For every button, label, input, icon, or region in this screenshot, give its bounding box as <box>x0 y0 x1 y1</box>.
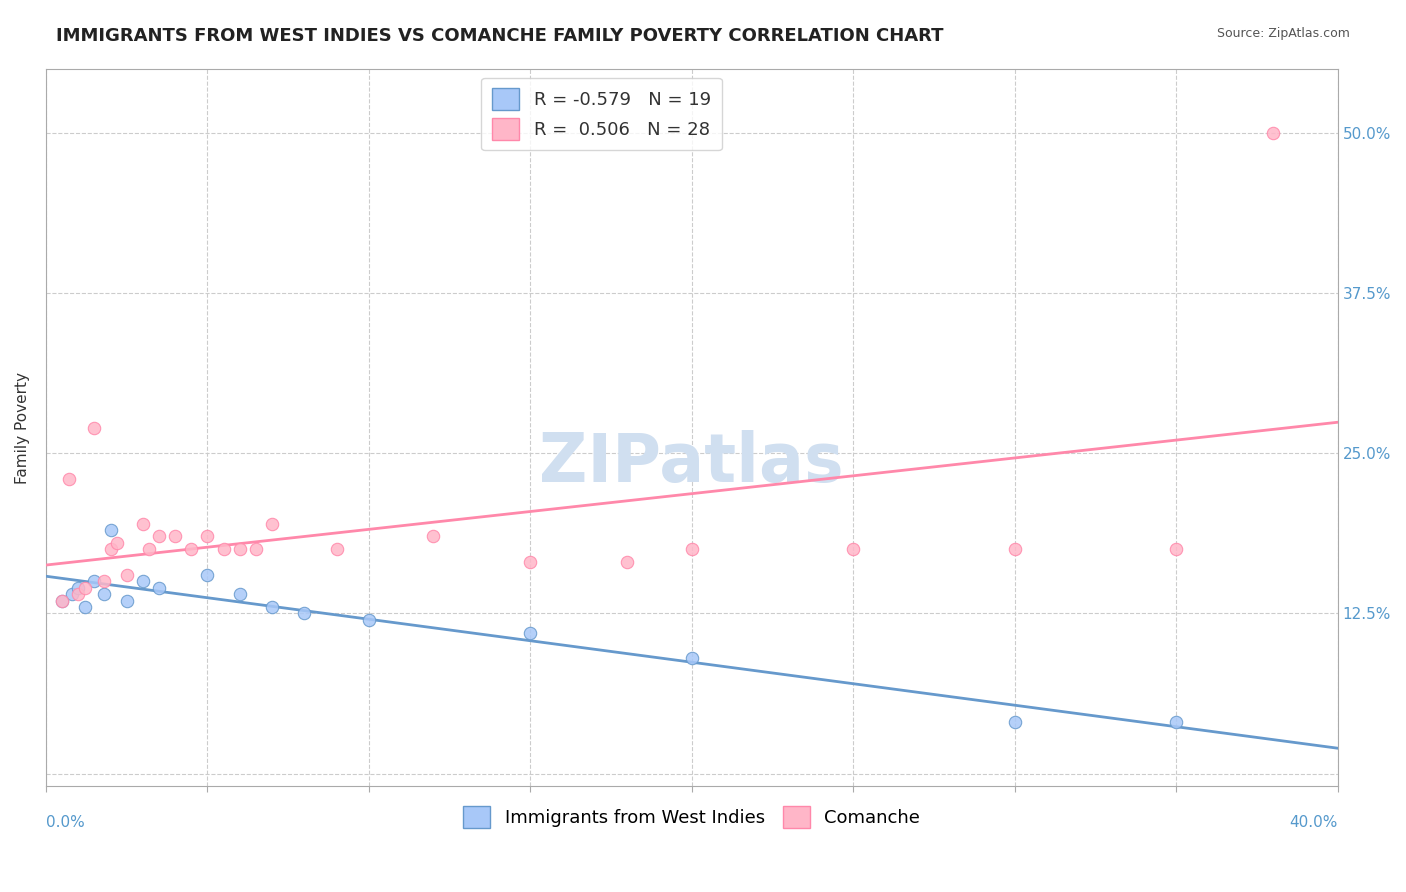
Point <box>105 536 128 550</box>
Point <box>60 587 83 601</box>
Text: Source: ZipAtlas.com: Source: ZipAtlas.com <box>1216 27 1350 40</box>
Point <box>73 581 96 595</box>
Point <box>73 599 96 614</box>
Point <box>83 420 105 434</box>
Point <box>245 542 267 557</box>
Point <box>325 542 347 557</box>
Text: 40.0%: 40.0% <box>1289 815 1337 830</box>
Point <box>58 472 80 486</box>
Point <box>138 542 160 557</box>
Point <box>115 568 138 582</box>
Point <box>616 555 638 569</box>
Point <box>519 625 541 640</box>
Point <box>100 542 122 557</box>
Point <box>422 529 444 543</box>
Point <box>197 568 219 582</box>
Text: ZIPatlas: ZIPatlas <box>540 431 844 497</box>
Point <box>132 574 155 589</box>
Point <box>228 587 250 601</box>
Text: 0.0%: 0.0% <box>46 815 84 830</box>
Point <box>197 529 219 543</box>
Point <box>115 593 138 607</box>
Point <box>51 593 73 607</box>
Point <box>180 542 202 557</box>
Text: IMMIGRANTS FROM WEST INDIES VS COMANCHE FAMILY POVERTY CORRELATION CHART: IMMIGRANTS FROM WEST INDIES VS COMANCHE … <box>56 27 943 45</box>
Point <box>165 529 187 543</box>
Point <box>83 574 105 589</box>
Point <box>1166 715 1188 730</box>
Point <box>212 542 235 557</box>
Point <box>100 523 122 537</box>
Point <box>93 587 115 601</box>
Point <box>292 607 315 621</box>
Point <box>357 613 380 627</box>
Y-axis label: Family Poverty: Family Poverty <box>15 371 30 483</box>
Point <box>1004 542 1026 557</box>
Point <box>148 581 170 595</box>
Point <box>148 529 170 543</box>
Legend: Immigrants from West Indies, Comanche: Immigrants from West Indies, Comanche <box>456 798 928 835</box>
Point <box>260 599 283 614</box>
Point <box>519 555 541 569</box>
Point <box>132 516 155 531</box>
Point <box>681 542 703 557</box>
Point <box>1261 126 1284 140</box>
Point <box>681 651 703 665</box>
Point <box>67 581 90 595</box>
Point <box>842 542 865 557</box>
Point <box>228 542 250 557</box>
Point <box>93 574 115 589</box>
Point <box>260 516 283 531</box>
Point <box>51 593 73 607</box>
Point <box>1004 715 1026 730</box>
Point <box>1166 542 1188 557</box>
Point <box>67 587 90 601</box>
